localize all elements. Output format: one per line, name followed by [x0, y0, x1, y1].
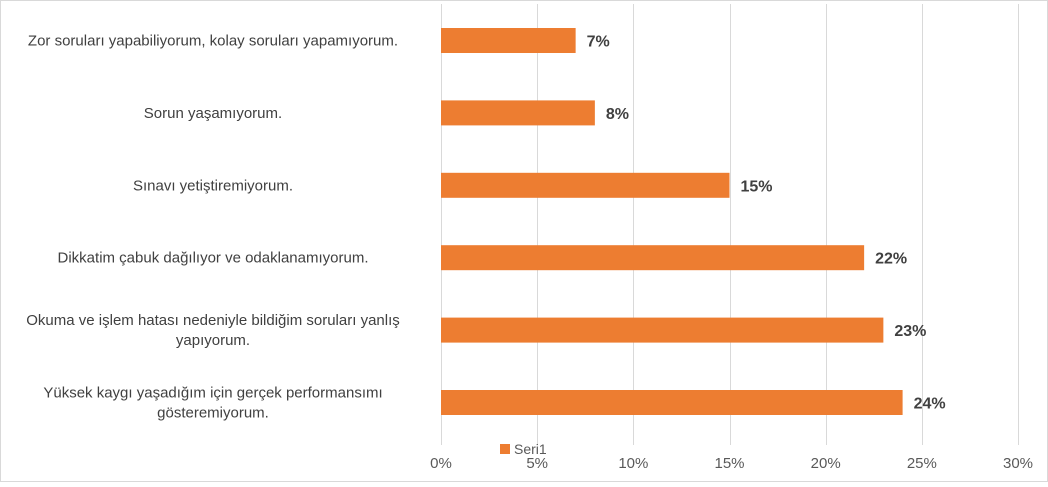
x-tick-label-25: 25%	[907, 455, 937, 472]
category-label-2: Sınavı yetiştiremiyorum.	[133, 177, 293, 194]
bar-0	[441, 28, 576, 53]
category-label-4-line-1: yapıyorum.	[176, 332, 250, 349]
bar-2	[441, 172, 730, 198]
category-label-3: Dikkatim çabuk dağılıyor ve odaklanamıyo…	[58, 250, 369, 267]
category-label-5-line-0: Yüksek kaygı yaşadığım için gerçek perfo…	[43, 385, 382, 402]
x-tick-label-15: 15%	[714, 455, 744, 472]
bar-3	[441, 245, 865, 271]
bar-5	[441, 390, 903, 415]
data-label-1: 8%	[606, 106, 629, 123]
data-label-5: 24%	[914, 396, 946, 413]
x-tick-label-30: 30%	[1003, 455, 1033, 472]
legend-label: Seri1	[514, 441, 547, 457]
category-label-5-line-1: gösteremiyorum.	[157, 405, 269, 422]
category-label-1: Sorun yaşamıyorum.	[144, 105, 282, 122]
x-tick-label-20: 20%	[811, 455, 841, 472]
data-label-0: 7%	[587, 34, 610, 51]
data-label-2: 15%	[741, 178, 773, 195]
x-tick-label-0: 0%	[430, 455, 452, 472]
category-label-0: Zor soruları yapabiliyorum, kolay sorula…	[28, 33, 398, 50]
bar-4	[441, 317, 884, 343]
x-tick-label-5: 5%	[526, 455, 548, 472]
bar-1	[441, 100, 595, 126]
legend-swatch	[500, 444, 510, 454]
x-tick-label-10: 10%	[618, 455, 648, 472]
category-label-4-line-0: Okuma ve işlem hatası nedeniyle bildiğim…	[26, 312, 400, 329]
data-label-3: 22%	[875, 251, 907, 268]
data-label-4: 23%	[894, 323, 926, 340]
